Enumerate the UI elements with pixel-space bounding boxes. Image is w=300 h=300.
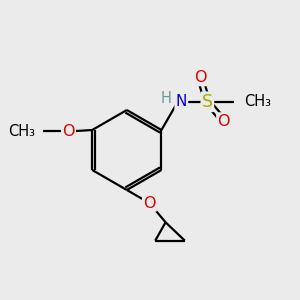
Text: H: H xyxy=(161,91,172,106)
Text: O: O xyxy=(194,70,206,85)
Text: S: S xyxy=(202,93,213,111)
Text: CH₃: CH₃ xyxy=(244,94,272,109)
Text: O: O xyxy=(218,113,230,128)
Text: O: O xyxy=(143,196,156,211)
Text: N: N xyxy=(176,94,187,109)
Text: O: O xyxy=(62,124,75,139)
Text: CH₃: CH₃ xyxy=(8,124,35,139)
